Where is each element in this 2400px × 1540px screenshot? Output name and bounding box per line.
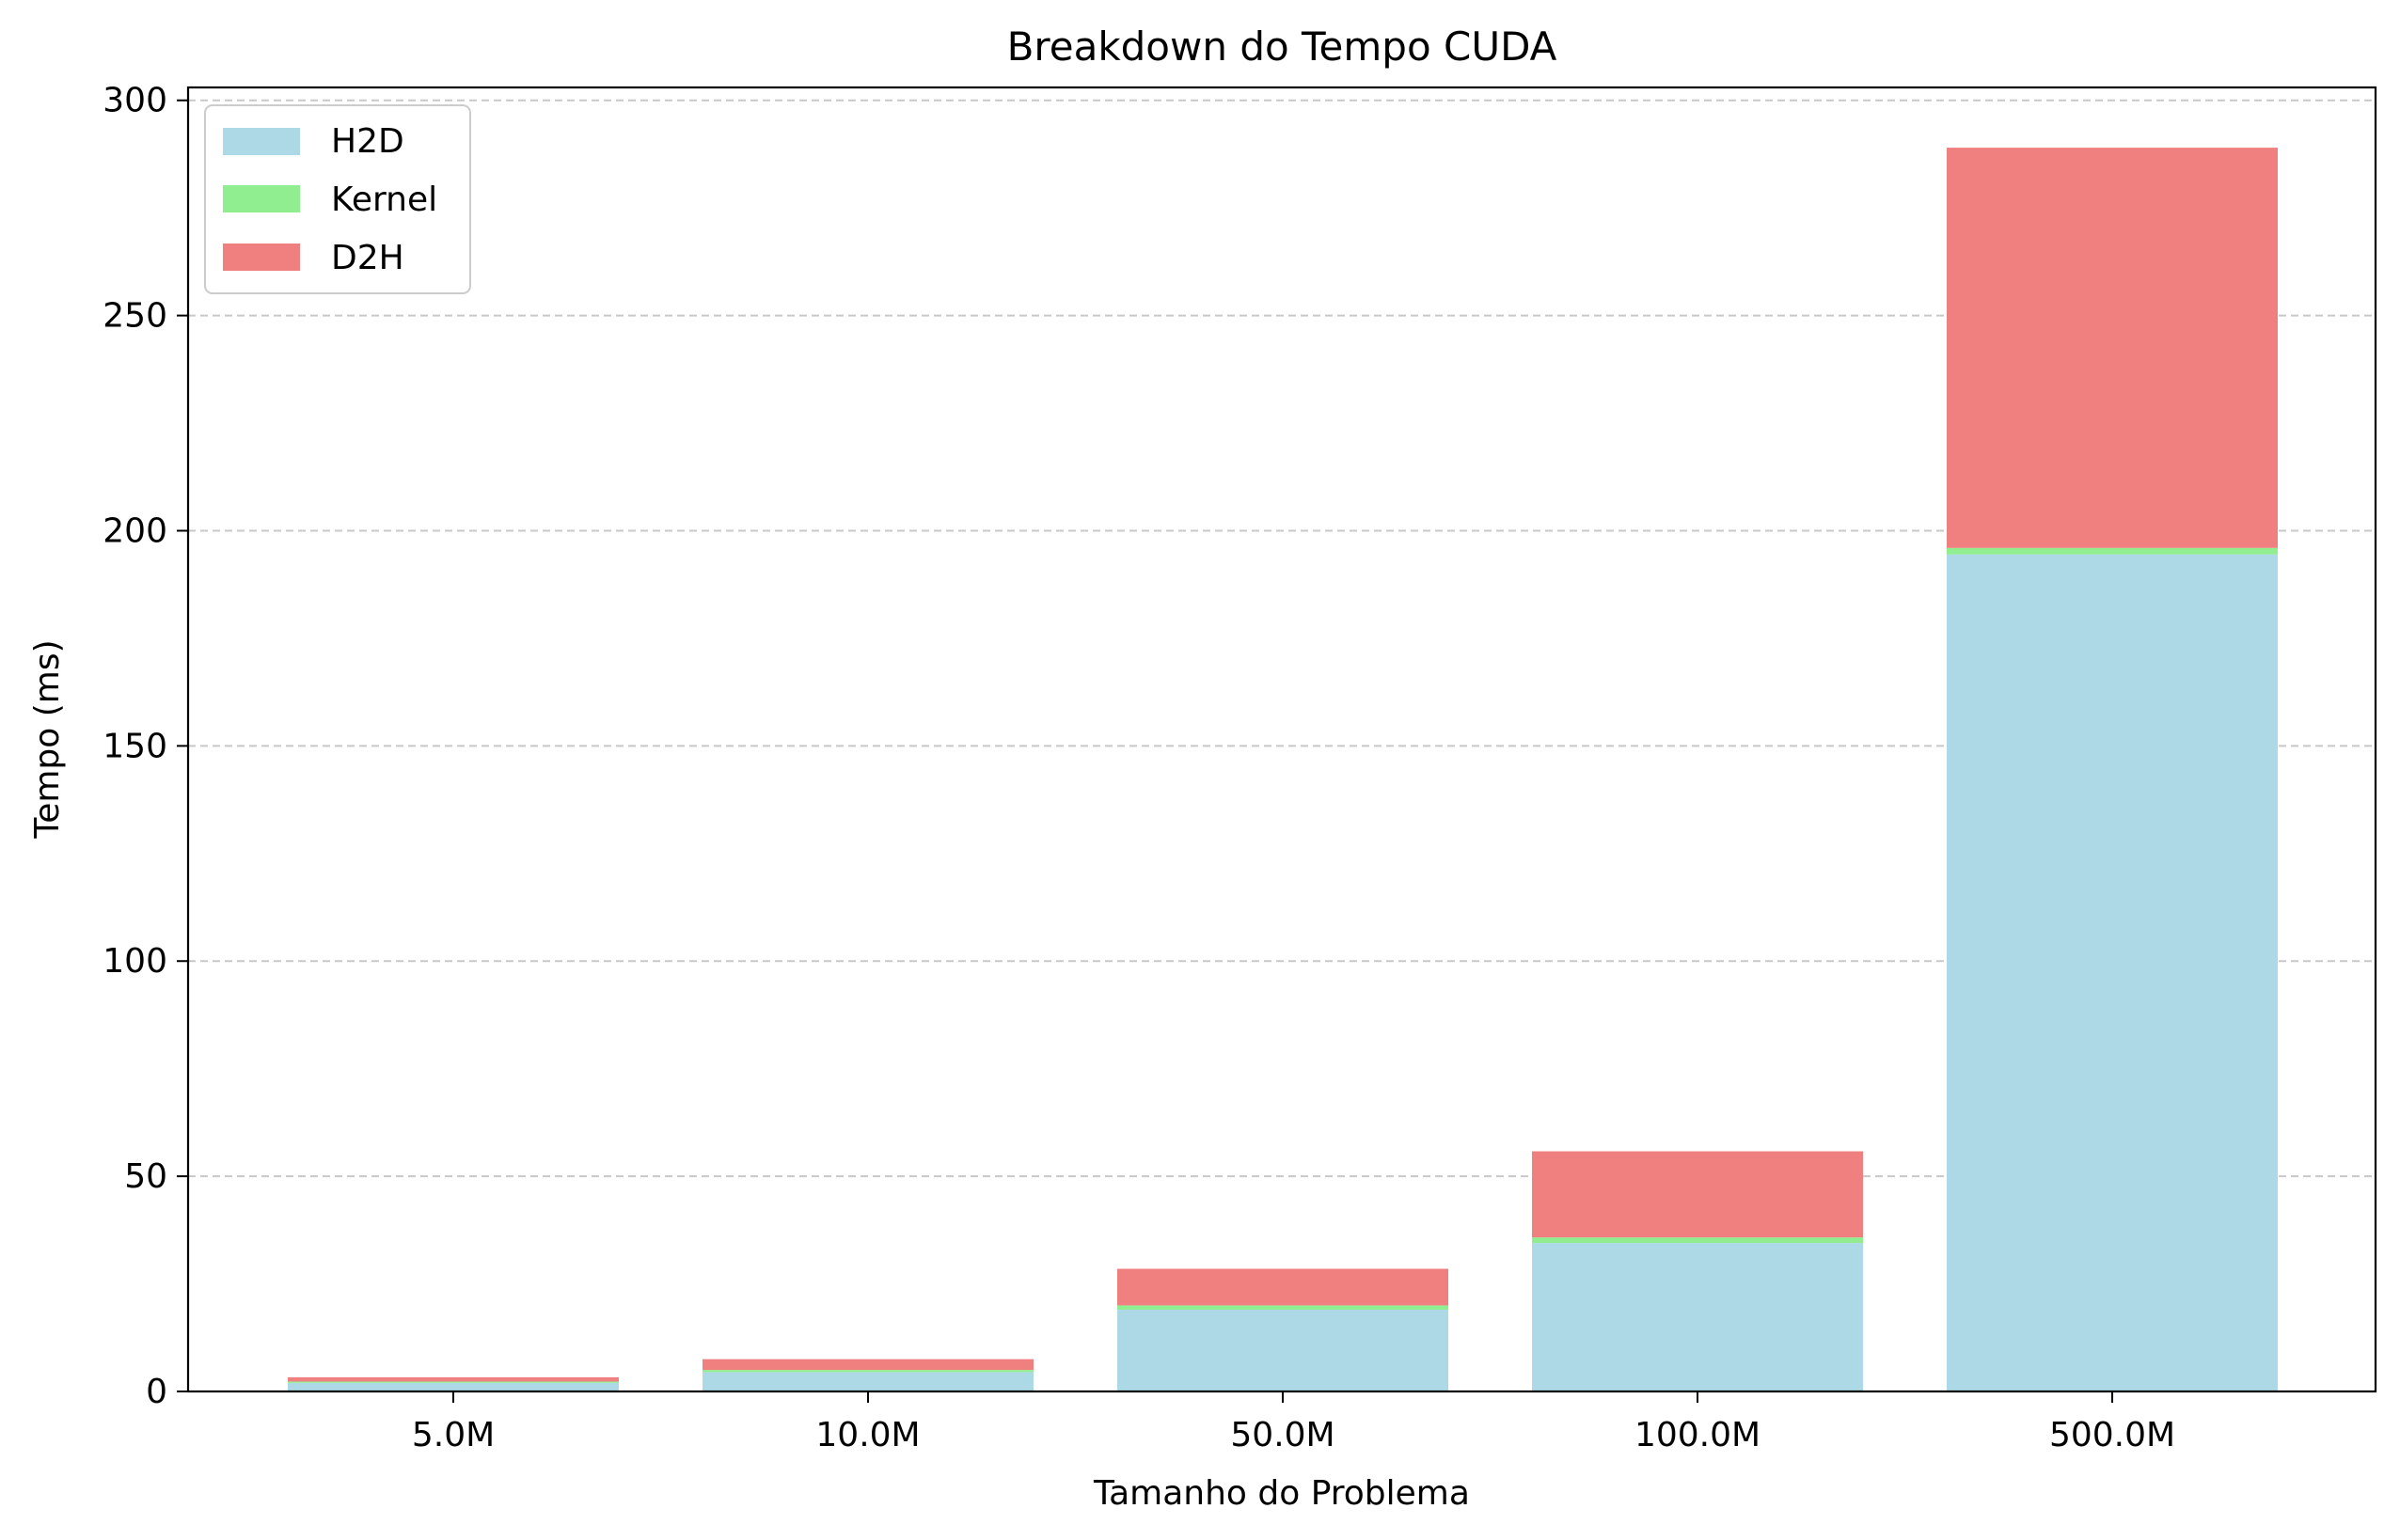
legend-label-d2h: D2H — [331, 239, 404, 277]
x-axis-label: Tamanho do Problema — [1093, 1474, 1470, 1513]
bar-d2h-500.0M — [1947, 148, 2278, 548]
y-tick-label: 200 — [103, 511, 167, 550]
bar-kernel-10.0M — [703, 1370, 1034, 1373]
bar-kernel-100.0M — [1532, 1237, 1863, 1244]
legend-label-h2d: H2D — [331, 122, 404, 161]
x-tick-label: 5.0M — [412, 1416, 495, 1454]
legend: H2D Kernel D2H — [204, 104, 471, 294]
bar-h2d-5.0M — [288, 1382, 619, 1391]
bar-d2h-100.0M — [1532, 1151, 1863, 1238]
legend-swatch-d2h — [223, 244, 300, 271]
bar-d2h-50.0M — [1117, 1268, 1448, 1306]
x-axis-ticks: 5.0M 10.0M 50.0M 100.0M 500.0M — [412, 1391, 2175, 1454]
y-tick-label: 100 — [103, 942, 167, 981]
bar-kernel-50.0M — [1117, 1305, 1448, 1311]
legend-swatch-kernel — [223, 185, 300, 212]
x-tick-label: 100.0M — [1634, 1416, 1761, 1454]
bar-h2d-100.0M — [1532, 1243, 1863, 1391]
x-tick-label: 500.0M — [2049, 1416, 2175, 1454]
bars — [288, 148, 2278, 1391]
y-tick-label: 250 — [103, 297, 167, 336]
y-tick-label: 50 — [124, 1157, 167, 1196]
bar-kernel-500.0M — [1947, 547, 2278, 555]
chart-title: Breakdown do Tempo CUDA — [1007, 24, 1557, 70]
legend-label-kernel: Kernel — [331, 181, 437, 219]
bar-kernel-5.0M — [288, 1381, 619, 1383]
y-tick-label: 0 — [146, 1373, 167, 1411]
y-tick-label: 150 — [103, 727, 167, 765]
x-tick-label: 50.0M — [1230, 1416, 1334, 1454]
bar-h2d-50.0M — [1117, 1310, 1448, 1391]
bar-h2d-10.0M — [703, 1372, 1034, 1391]
bar-h2d-500.0M — [1947, 554, 2278, 1391]
y-axis-ticks: 0 50 100 150 200 250 300 — [103, 82, 188, 1411]
y-axis-label: Tempo (ms) — [28, 639, 67, 839]
bar-d2h-5.0M — [288, 1376, 619, 1382]
legend-swatch-h2d — [223, 128, 300, 155]
x-tick-label: 10.0M — [815, 1416, 920, 1454]
y-tick-label: 300 — [103, 82, 167, 120]
bar-d2h-10.0M — [703, 1359, 1034, 1371]
